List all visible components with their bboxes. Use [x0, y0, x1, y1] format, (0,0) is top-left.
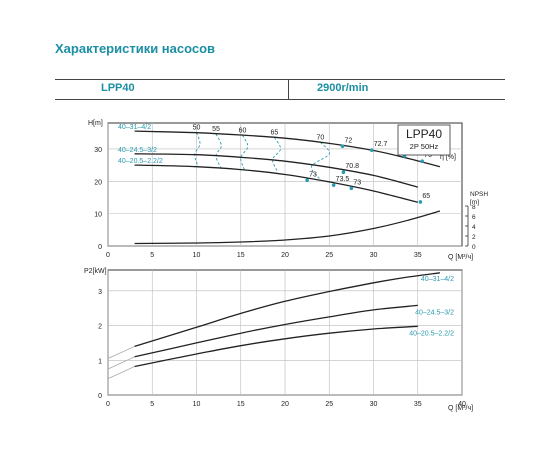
top-x-tick-1: 5: [150, 252, 154, 259]
top-x-axis-label: Q [M³/ч]: [448, 254, 473, 261]
bottom-x-tick-4: 20: [281, 401, 289, 408]
npsh-tick-0: 0: [472, 244, 476, 251]
bottom-y-tick-1: 1: [98, 358, 102, 365]
power-curve-extension-1: [107, 356, 135, 370]
bottom-y-tick-0: 0: [98, 393, 102, 400]
bottom-x-tick-1: 5: [150, 401, 154, 408]
efficiency-point-0: [340, 144, 345, 149]
top-y-axis-label: H[m]: [88, 120, 103, 127]
bottom-y-axis-label: P2[kW]: [84, 268, 107, 275]
efficiency-label-0: 50: [193, 125, 201, 132]
legend-model: LPP40: [406, 127, 442, 141]
bottom-y-tick-3: 3: [98, 289, 102, 296]
efficiency-label-3: 65: [270, 130, 278, 137]
top-x-tick-3: 15: [237, 252, 245, 259]
power-curve-0: [134, 272, 440, 348]
bottom-x-tick-2: 10: [193, 401, 201, 408]
top-x-tick-0: 0: [106, 252, 110, 259]
top-x-tick-4: 20: [281, 252, 289, 259]
efficiency-contour-4: [310, 142, 330, 180]
power-curve-extension-0: [107, 346, 135, 359]
top-y-tick-0: 0: [98, 244, 102, 251]
bottom-x-tick-5: 25: [325, 401, 333, 408]
bottom-x-tick-0: 0: [106, 401, 110, 408]
top-y-tick-2: 20: [94, 179, 102, 186]
npsh-tick-2: 4: [472, 224, 476, 231]
top-x-tick-2: 10: [193, 252, 201, 259]
efficiency-point-label-8: 65: [422, 193, 430, 200]
efficiency-point-label-6: 73.5: [336, 176, 350, 183]
head-curve-2: [134, 164, 418, 203]
npsh-tick-4: 8: [472, 204, 476, 211]
power-series-label-1: 40–24.5–3/2: [415, 309, 454, 316]
npsh-tick-3: 6: [472, 214, 476, 221]
efficiency-point-4: [341, 170, 346, 174]
efficiency-point-3: [420, 159, 424, 163]
head-curve-0: [134, 130, 441, 168]
efficiency-unit-label: η [%]: [440, 154, 456, 161]
efficiency-point-label-7: 73: [353, 179, 361, 186]
npsh-axis-unit: [m]: [470, 199, 479, 206]
top-y-tick-3: 30: [94, 147, 102, 154]
efficiency-point-1: [369, 148, 374, 152]
model-header-row: LPP40 2900r/min: [55, 79, 505, 100]
efficiency-label-2: 60: [239, 127, 247, 134]
bottom-x-tick-3: 15: [237, 401, 245, 408]
power-curve-1: [134, 304, 418, 358]
efficiency-point-label-1: 72.7: [374, 141, 388, 148]
legend-spec: 2P 50Hz: [410, 142, 439, 151]
model-name: LPP40: [101, 82, 135, 94]
head-series-label-1: 40–24.5–3/2: [118, 147, 157, 154]
top-x-tick-7: 35: [414, 252, 422, 259]
power-curve-2: [134, 325, 418, 368]
efficiency-point-8: [418, 200, 423, 204]
power-series-label-0: 40–31–4/2: [421, 276, 454, 283]
efficiency-contour-2: [240, 135, 249, 170]
efficiency-label-4: 70: [317, 134, 325, 141]
efficiency-point-label-0: 72: [345, 137, 353, 144]
efficiency-label-1: 55: [212, 126, 220, 133]
header-divider: [288, 80, 289, 99]
power-curve-extension-2: [107, 366, 135, 380]
legend-box: [397, 124, 451, 156]
bottom-x-tick-7: 35: [414, 401, 422, 408]
head-series-label-0: 40–31–4/2: [118, 124, 151, 131]
head-series-label-2: 40–20.5–2.2/2: [118, 158, 163, 165]
page-title: Характеристики насосов: [55, 41, 216, 56]
efficiency-contour-1: [215, 133, 222, 169]
bottom-x-axis-label: Q [M³/ч]: [448, 405, 473, 412]
head-curve-1: [134, 153, 418, 188]
efficiency-point-5: [305, 178, 309, 183]
efficiency-point-label-4: 70.8: [345, 163, 359, 170]
npsh-axis-label: NPSH: [470, 191, 488, 198]
npsh-curve: [134, 210, 441, 245]
speed-label: 2900r/min: [317, 82, 369, 94]
bottom-x-tick-8: 40: [458, 401, 466, 408]
top-x-tick-5: 25: [325, 252, 333, 259]
efficiency-point-7: [349, 186, 354, 191]
power-series-label-2: 40–20.5–2.2/2: [409, 330, 454, 337]
efficiency-contour-3: [272, 137, 282, 173]
bottom-x-tick-6: 30: [370, 401, 378, 408]
bottom-y-tick-2: 2: [98, 324, 102, 331]
top-x-tick-6: 30: [370, 252, 378, 259]
efficiency-point-label-5: 73: [309, 171, 317, 178]
top-y-tick-1: 10: [94, 212, 102, 219]
efficiency-point-label-3: 70: [424, 152, 432, 159]
efficiency-contour-0: [194, 132, 201, 167]
efficiency-point-6: [331, 183, 336, 187]
npsh-tick-1: 2: [472, 234, 476, 241]
